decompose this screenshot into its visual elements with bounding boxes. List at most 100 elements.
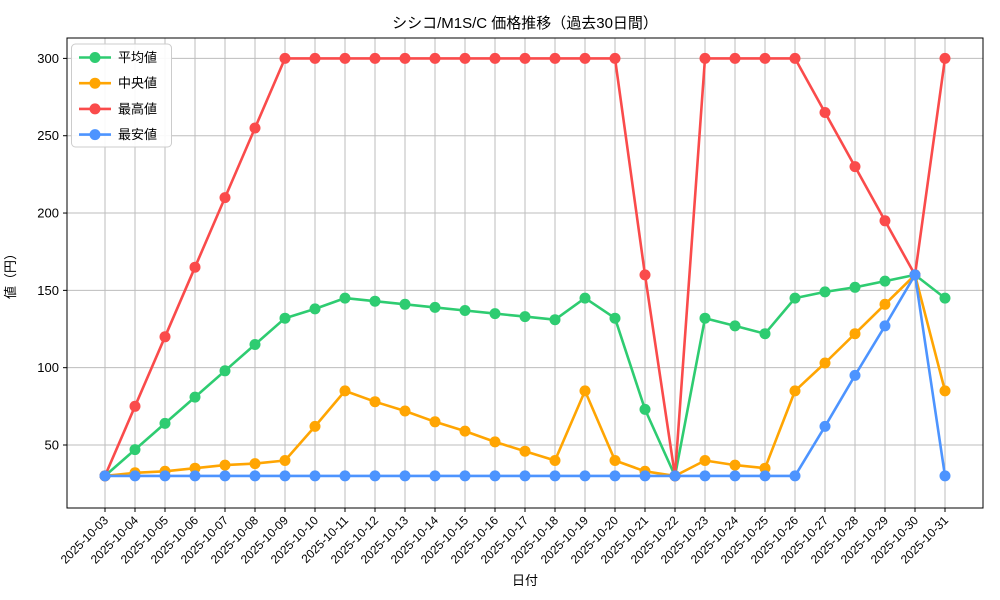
chart-title: シシコ/M1S/C 価格推移（過去30日間） <box>392 15 658 32</box>
data-point <box>849 161 861 173</box>
data-point <box>249 458 261 470</box>
data-point <box>489 436 501 448</box>
data-point <box>819 357 831 369</box>
data-point <box>369 295 381 307</box>
data-point <box>849 328 861 340</box>
data-point <box>669 470 681 482</box>
data-point <box>219 459 231 471</box>
legend-label: 平均値 <box>118 50 157 65</box>
data-point <box>759 462 771 474</box>
data-point <box>339 385 351 397</box>
legend-box <box>71 43 172 148</box>
data-point <box>459 470 471 482</box>
data-point <box>369 396 381 408</box>
data-point <box>159 417 171 429</box>
data-point <box>429 301 441 313</box>
data-point <box>489 52 501 64</box>
series-最高値 <box>99 52 951 482</box>
data-point <box>279 455 291 466</box>
data-point <box>819 107 831 118</box>
data-point <box>549 314 561 326</box>
data-point <box>519 52 531 64</box>
data-point <box>639 403 651 415</box>
data-point <box>489 308 501 320</box>
data-point <box>699 312 711 324</box>
y-tick-label: 300 <box>37 51 59 66</box>
data-point <box>399 52 411 64</box>
legend-marker-dot <box>89 52 101 63</box>
data-point <box>309 470 321 482</box>
data-point <box>849 369 861 381</box>
data-point <box>699 470 711 482</box>
data-point <box>309 420 321 432</box>
data-point <box>729 52 741 64</box>
data-point <box>429 470 441 482</box>
data-point <box>729 320 741 332</box>
data-point <box>309 52 321 64</box>
data-point <box>459 425 471 437</box>
data-point <box>279 470 291 482</box>
y-tick-label: 200 <box>37 206 59 221</box>
data-point <box>879 320 891 332</box>
data-point <box>129 400 141 412</box>
data-point <box>189 391 201 403</box>
data-point <box>609 52 621 64</box>
x-axis-label: 日付 <box>512 573 538 588</box>
data-point <box>249 122 261 134</box>
data-point <box>789 470 801 482</box>
data-point <box>609 455 621 466</box>
data-point <box>429 416 441 428</box>
data-point <box>519 445 531 457</box>
data-point <box>399 405 411 417</box>
data-point <box>939 292 951 304</box>
data-point <box>519 311 531 323</box>
data-point <box>189 462 201 474</box>
legend-item: 最安値 <box>79 127 157 142</box>
data-point <box>189 261 201 273</box>
series-最安値 <box>99 269 951 482</box>
legend-item: 平均値 <box>79 50 157 65</box>
data-point <box>339 52 351 64</box>
legend-marker-dot <box>89 103 101 115</box>
data-point <box>429 52 441 64</box>
data-point <box>579 52 591 64</box>
data-point <box>729 470 741 482</box>
legend-label: 最高値 <box>118 101 157 116</box>
data-point <box>579 292 591 304</box>
data-point <box>819 420 831 432</box>
data-point <box>549 52 561 64</box>
data-point <box>309 303 321 315</box>
data-point <box>399 470 411 482</box>
data-point <box>249 470 261 482</box>
data-point <box>909 269 921 281</box>
y-tick-label: 50 <box>45 438 59 453</box>
data-point <box>489 470 501 482</box>
legend-item: 最高値 <box>79 101 157 116</box>
data-point <box>579 385 591 397</box>
data-point <box>699 52 711 64</box>
data-series <box>99 52 951 482</box>
legend-marker-dot <box>89 77 101 89</box>
data-point <box>369 470 381 482</box>
data-point <box>339 292 351 304</box>
data-point <box>459 305 471 316</box>
data-point <box>399 298 411 310</box>
data-point <box>789 292 801 304</box>
data-point <box>459 52 471 64</box>
data-point <box>819 286 831 298</box>
data-point <box>879 215 891 227</box>
data-point <box>159 331 171 343</box>
data-point <box>789 52 801 64</box>
data-point <box>189 470 201 482</box>
data-point <box>549 470 561 482</box>
data-point <box>759 470 771 482</box>
data-point <box>129 444 141 456</box>
data-point <box>129 470 141 482</box>
data-point <box>639 269 651 281</box>
data-point <box>849 281 861 293</box>
data-point <box>939 52 951 64</box>
data-point <box>729 459 741 471</box>
data-point <box>579 470 591 482</box>
data-point <box>789 385 801 397</box>
